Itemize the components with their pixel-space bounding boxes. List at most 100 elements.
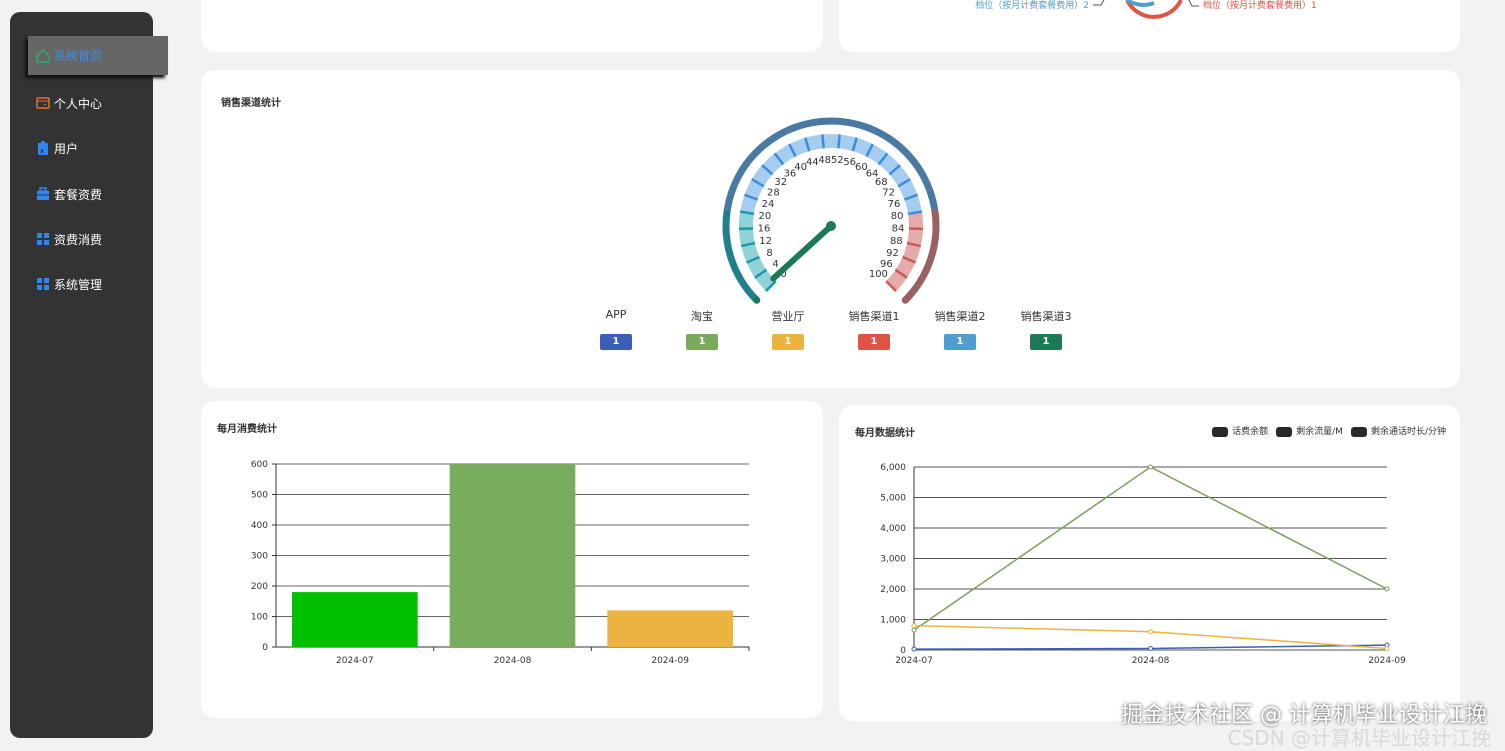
- data-point: [912, 647, 916, 651]
- channel-value-badge: 1: [686, 334, 718, 350]
- data-point: [1385, 646, 1389, 650]
- gauge-tick: [838, 134, 839, 148]
- y-tick-label: 100: [251, 613, 268, 623]
- series-line: [914, 467, 1387, 630]
- gauge-arc-end: [902, 297, 909, 304]
- sidebar-item[interactable]: x 用户: [36, 133, 78, 163]
- sidebar-item-label: 系统管理: [54, 276, 102, 293]
- y-tick-label: 500: [251, 491, 268, 501]
- gauge-tick-label: 52: [831, 155, 844, 166]
- gauge-tick-label: 76: [888, 199, 901, 210]
- y-tick-label: 6,000: [880, 463, 906, 473]
- svg-text:x: x: [40, 147, 44, 155]
- bar: [292, 592, 418, 647]
- x-tick-label: 2024-07: [895, 656, 933, 666]
- pie-label: 档位（按月计费套餐费用）1: [1203, 0, 1317, 11]
- y-tick-label: 400: [251, 521, 268, 531]
- gauge-tick-label: 84: [892, 224, 905, 235]
- gauge-tick-label: 80: [891, 211, 904, 222]
- x-tick-label: 2024-08: [1132, 656, 1170, 666]
- gauge-tick-label: 24: [762, 199, 775, 210]
- bar: [607, 610, 733, 647]
- sidebar-item[interactable]: 套餐资费: [36, 179, 102, 209]
- y-tick-label: 200: [251, 582, 268, 592]
- y-tick-label: 600: [251, 460, 268, 470]
- x-tick-label: 2024-09: [1368, 656, 1406, 666]
- pie-chart-partial: 档位（按月计费套餐费用）2 档位（按月计费套餐费用）1: [839, 0, 1460, 52]
- channel-label: APP: [576, 308, 656, 321]
- sidebar-item-label: 资费消费: [54, 231, 102, 248]
- channel-value-badge: 1: [944, 334, 976, 350]
- clipboard-icon: x: [36, 141, 50, 155]
- channel-label: 销售渠道1: [834, 308, 914, 324]
- sidebar-item-label: 系统首页: [54, 47, 102, 64]
- gauge-tick-label: 12: [759, 236, 772, 247]
- channel-value-badge: 1: [772, 334, 804, 350]
- channel-label: 销售渠道2: [920, 308, 1000, 324]
- x-tick-label: 2024-09: [651, 656, 689, 666]
- y-tick-label: 4,000: [880, 524, 906, 534]
- grid-icon: [36, 232, 50, 246]
- top-left-card: [201, 0, 823, 52]
- bar: [450, 464, 576, 647]
- channel-label: 营业厅: [748, 308, 828, 324]
- gauge-tick: [822, 134, 823, 148]
- data-point: [1149, 465, 1153, 469]
- grid-icon: [36, 277, 50, 291]
- gauge-tick-label: 16: [758, 224, 771, 235]
- channel-label: 销售渠道3: [1006, 308, 1086, 324]
- gauge-tick-label: 100: [869, 269, 888, 280]
- gauge-tick-label: 20: [758, 211, 771, 222]
- gauge-tick-label: 4: [772, 259, 778, 270]
- sidebar-item-label: 个人中心: [54, 95, 102, 112]
- data-point: [912, 624, 916, 628]
- data-point: [1149, 630, 1153, 634]
- sidebar-item-label: 用户: [54, 140, 78, 157]
- y-tick-label: 300: [251, 552, 268, 562]
- gauge-tick-label: 28: [767, 187, 780, 198]
- y-tick-label: 3,000: [880, 555, 906, 565]
- briefcase-icon: [36, 187, 50, 201]
- gauge-tick-label: 44: [806, 157, 819, 168]
- data-point: [1149, 646, 1153, 650]
- gauge-needle-pivot: [826, 221, 836, 231]
- wallet-icon: [36, 96, 50, 110]
- sidebar-item[interactable]: 系统首页: [28, 36, 168, 75]
- series-line: [914, 626, 1387, 649]
- sidebar-item[interactable]: 系统管理: [36, 269, 102, 299]
- sidebar: 系统首页个人中心 x 用户套餐资费资费消费系统管理: [10, 12, 153, 738]
- y-tick-label: 0: [900, 646, 906, 656]
- gauge-tick-label: 72: [882, 187, 895, 198]
- sidebar-item[interactable]: 资费消费: [36, 224, 102, 254]
- channel-label: 淘宝: [662, 308, 742, 324]
- watermark: 掘金技术社区 @ 计算机毕业设计江挽: [1121, 697, 1487, 729]
- bar-chart: 0 100 200 300 400 500 600 2024-07 2024-08 2024-09: [201, 401, 823, 718]
- y-tick-label: 1,000: [880, 616, 906, 626]
- data-point: [1385, 587, 1389, 591]
- line-chart: 0 1,000 2,000 3,000 4,000 5,000 6,000 2024-07 20…: [839, 405, 1460, 721]
- gauge-arc-end: [753, 297, 760, 304]
- channel-value-badge: 1: [1030, 334, 1062, 350]
- gauge-tick-label: 88: [890, 236, 903, 247]
- x-tick-label: 2024-08: [494, 656, 532, 666]
- sidebar-item-label: 套餐资费: [54, 186, 102, 203]
- pie-label: 档位（按月计费套餐费用）2: [975, 0, 1089, 11]
- data-point: [912, 628, 916, 632]
- y-tick-label: 5,000: [880, 494, 906, 504]
- y-tick-label: 2,000: [880, 585, 906, 595]
- home-icon: [36, 49, 50, 63]
- gauge-needle: [773, 226, 831, 278]
- y-tick-label: 0: [262, 643, 268, 653]
- gauge-tick-label: 92: [886, 248, 899, 259]
- x-tick-label: 2024-07: [336, 656, 374, 666]
- channel-value-badge: 1: [600, 334, 632, 350]
- top-right-card: 档位（按月计费套餐费用）2 档位（按月计费套餐费用）1: [839, 0, 1460, 52]
- sidebar-item[interactable]: 个人中心: [36, 88, 102, 118]
- channel-value-badge: 1: [858, 334, 890, 350]
- gauge-tick-label: 8: [766, 248, 772, 259]
- gauge-tick-label: 48: [818, 155, 831, 166]
